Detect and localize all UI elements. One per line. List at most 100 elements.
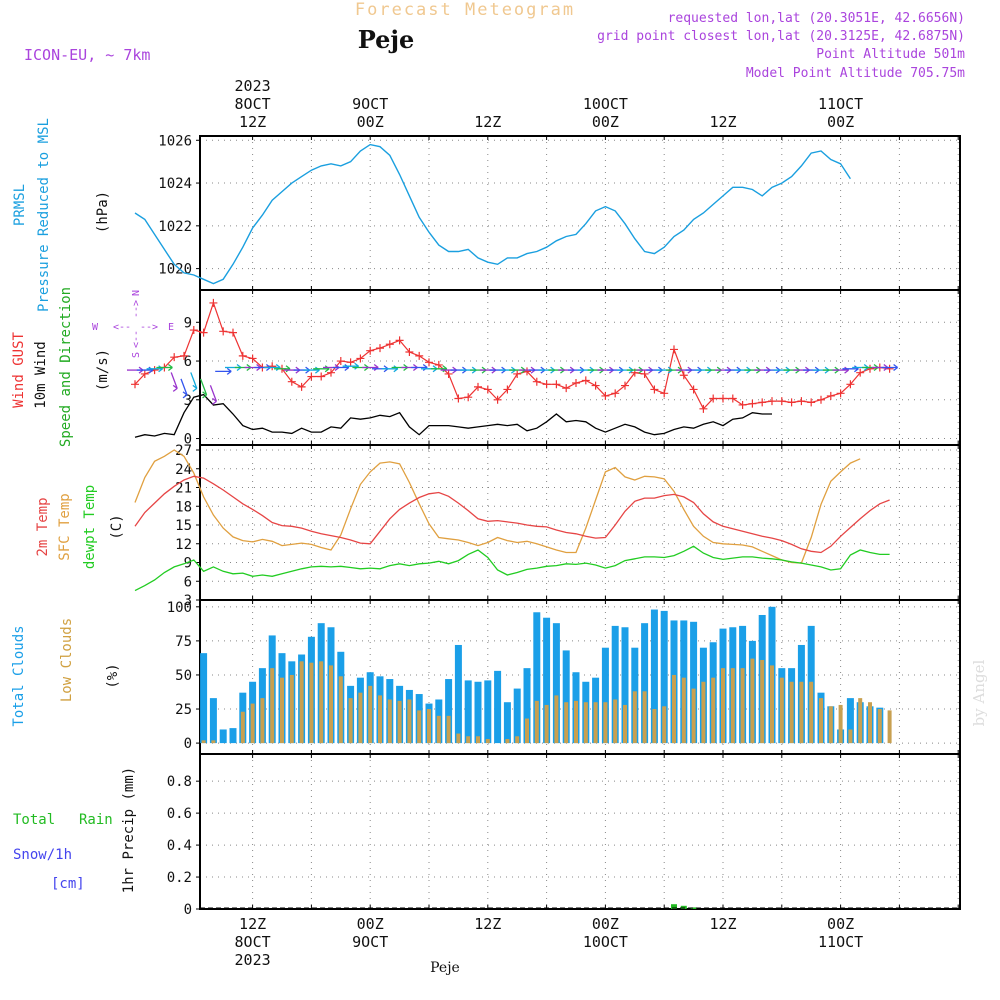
wind-gust-marker <box>562 384 571 393</box>
wind-direction-arrowhead <box>226 367 232 375</box>
temp-2m-label: 2m Temp <box>35 497 51 556</box>
model-altitude: Model Point Altitude 705.75m <box>746 66 965 81</box>
top-time-label: 8OCT <box>235 95 271 113</box>
low-cloud-bar <box>593 702 598 744</box>
low-cloud-bar <box>329 665 333 744</box>
wind-gust-marker <box>738 400 747 409</box>
bottom-time-label: 8OCT <box>235 933 271 951</box>
low-cloud-bar <box>446 715 451 744</box>
precip-ytick-label: 0.8 <box>167 774 192 790</box>
temp-ytick-label: 24 <box>175 462 192 478</box>
wind-ytick-label: 6 <box>184 354 192 370</box>
wind-gust-marker <box>728 394 737 403</box>
low-cloud-bar <box>574 700 578 744</box>
top-time-label: 12Z <box>474 113 501 131</box>
low-cloud-bar <box>701 681 706 744</box>
precip-ytick-label: 0.2 <box>167 870 192 886</box>
low-cloud-bar <box>730 668 735 744</box>
temp-ytick-label: 15 <box>175 518 192 534</box>
wind-direction-arrowhead <box>202 391 207 399</box>
wind-gust-marker <box>287 377 296 386</box>
wind-gust-marker <box>307 372 316 381</box>
rain-bar <box>671 904 677 909</box>
bottom-time-label: 00Z <box>827 915 854 933</box>
low-cloud-bar <box>240 711 245 744</box>
low-cloud-bar <box>789 681 794 744</box>
top-time-label: 9OCT <box>352 95 388 113</box>
wind-dir-label: Speed and Direction <box>58 287 74 447</box>
wind-direction-arrowhead <box>172 384 178 392</box>
credit-watermark: by Angel <box>970 659 988 726</box>
wind-gust-marker <box>709 394 718 403</box>
low-cloud-bar <box>436 715 441 744</box>
low-cloud-bar <box>887 710 892 744</box>
grid-point: grid point closest lon,lat (20.3125E, 42… <box>597 29 965 44</box>
clouds-ytick-label: 25 <box>175 702 192 718</box>
wind-gust-marker <box>640 369 649 378</box>
wind-gust-marker <box>670 345 678 354</box>
total-cloud-bar <box>464 680 472 744</box>
wind-gust-marker <box>758 398 767 407</box>
wind-gust-marker <box>434 360 443 369</box>
wind-unit: (m/s) <box>95 349 111 391</box>
wind-gust-marker <box>581 376 590 385</box>
compass-rose: W E <-- --> N S --> <-- <box>92 290 174 358</box>
total-cloud-bar <box>503 702 511 744</box>
low-clouds-label: Low Clouds <box>59 618 75 702</box>
compass-arrow-down: <-- <box>131 330 142 348</box>
wind-gust-marker <box>297 382 306 391</box>
low-cloud-bar <box>809 681 814 744</box>
pressure-panel: 1020 1022 1024 1026 <box>134 133 961 291</box>
wind-gust-marker <box>826 391 835 400</box>
wind-gust-marker <box>356 354 365 363</box>
total-cloud-bar <box>229 728 237 744</box>
temp-ytick-label: 9 <box>184 556 192 572</box>
wind-gust-marker <box>219 327 228 336</box>
precip-frame <box>199 753 961 910</box>
low-cloud-bar <box>564 702 569 744</box>
bottom-time-label: 9OCT <box>352 933 388 951</box>
compass-s: S <box>131 352 142 358</box>
temp-unit: (C) <box>109 514 125 539</box>
wind-ytick-label: 3 <box>184 393 192 409</box>
wind-gust-marker <box>591 381 600 390</box>
footer-location: Peje <box>430 960 460 976</box>
wind-gust-marker <box>483 385 492 394</box>
low-cloud-bar <box>505 739 510 744</box>
pressure-ytick-label: 1026 <box>158 133 192 149</box>
wind-gust-marker <box>131 380 139 389</box>
low-cloud-bar <box>270 668 275 744</box>
wind-gust-line <box>134 301 890 410</box>
low-cloud-bar <box>387 699 392 744</box>
wind-gust-marker <box>572 379 580 387</box>
rain-total-label: Total <box>13 812 55 828</box>
low-cloud-bar <box>828 706 833 744</box>
total-cloud-bar <box>641 623 649 744</box>
wind-direction-arrowhead <box>182 391 188 399</box>
compass-n: N <box>131 290 142 296</box>
wind-gust-marker <box>238 351 247 360</box>
total-cloud-bar <box>533 612 541 744</box>
low-cloud-bar <box>740 668 745 744</box>
precip-unit: 1hr Precip (mm) <box>121 767 137 893</box>
total-cloud-bar <box>445 679 453 744</box>
total-cloud-bar <box>209 698 217 744</box>
total-cloud-bar <box>601 647 609 744</box>
wind-direction-arrow <box>180 378 188 396</box>
low-cloud-bar <box>378 695 382 744</box>
wind-gust-marker <box>552 380 561 389</box>
total-cloud-bar <box>611 625 619 744</box>
wind-direction-arrowhead <box>212 397 217 405</box>
wind-gust-marker <box>474 382 482 391</box>
precip-ytick-label: 0.4 <box>167 838 192 854</box>
wind-10m-line <box>134 393 772 438</box>
low-cloud-bar <box>456 733 461 744</box>
low-cloud-bar <box>544 704 549 744</box>
wind-direction-arrowhead <box>192 384 198 392</box>
snow-unit-label: [cm] <box>51 876 85 892</box>
bottom-time-label: 10OCT <box>583 933 628 951</box>
low-cloud-bar <box>201 740 206 744</box>
total-cloud-bar <box>494 670 502 744</box>
pressure-line <box>134 143 851 285</box>
